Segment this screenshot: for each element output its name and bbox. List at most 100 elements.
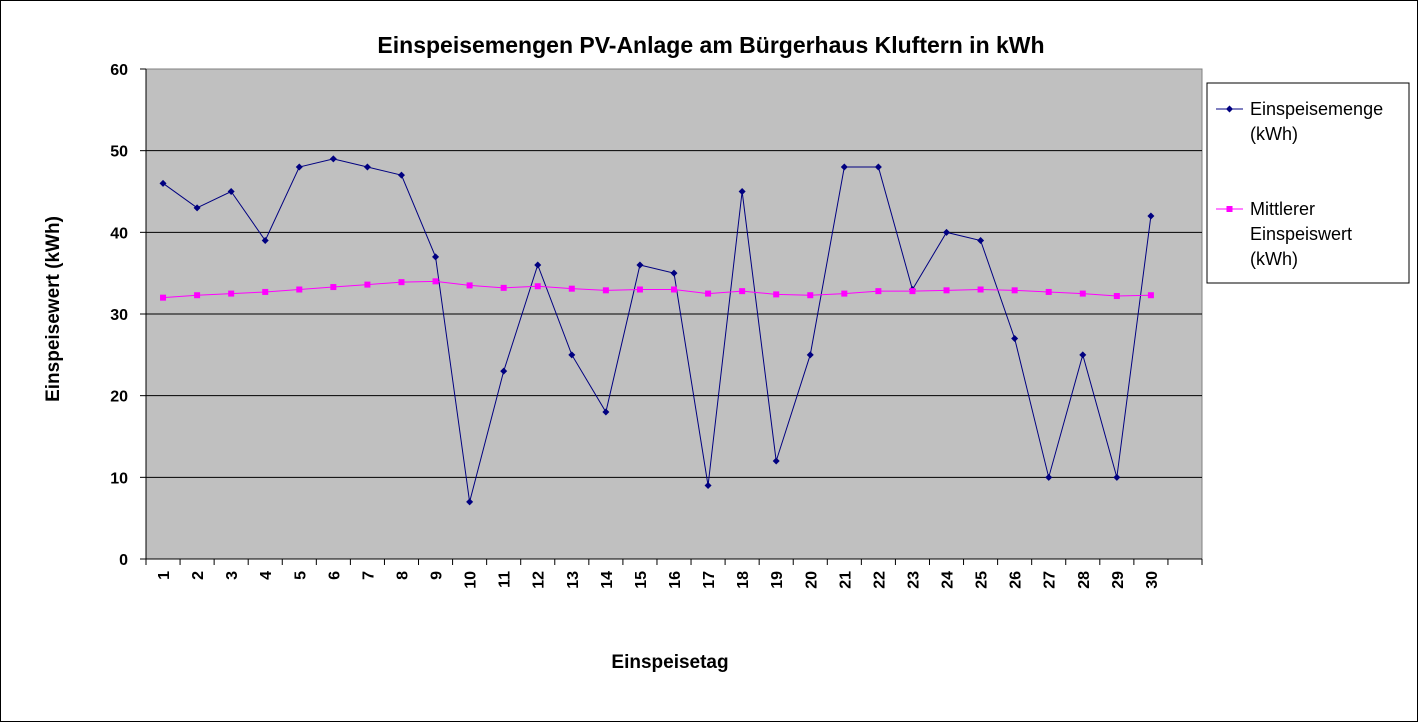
y-tick-labels: 0 10 20 30 40 50 60 xyxy=(110,62,128,569)
legend-entry: Einspeisemenge (kWh) xyxy=(1216,99,1383,144)
data-point xyxy=(874,163,882,171)
data-point xyxy=(840,163,848,171)
data-point xyxy=(500,367,508,375)
data-point xyxy=(466,282,473,289)
data-point xyxy=(1113,293,1120,300)
data-point xyxy=(193,204,201,212)
data-point xyxy=(568,351,576,359)
y-tick-label: 50 xyxy=(110,144,128,161)
x-tick-label: 27 xyxy=(1042,571,1059,589)
x-tick-label: 1 xyxy=(156,571,173,580)
data-point xyxy=(1113,473,1121,481)
x-tick-label: 20 xyxy=(803,571,820,589)
data-point xyxy=(602,408,610,416)
data-point xyxy=(534,261,542,269)
data-point xyxy=(397,171,405,179)
data-point xyxy=(1079,351,1087,359)
data-point xyxy=(194,292,201,299)
x-tick-label: 15 xyxy=(633,571,650,589)
legend: Einspeisemenge (kWh) Mittlerer Einspeiswert… xyxy=(1206,82,1410,284)
x-tick-label: 28 xyxy=(1076,571,1093,589)
data-point xyxy=(228,290,235,297)
x-tick-label: 3 xyxy=(224,571,241,580)
data-point xyxy=(466,498,474,506)
data-point xyxy=(1147,292,1154,299)
data-point xyxy=(738,188,746,195)
series-line xyxy=(162,158,1152,502)
x-tick-label: 18 xyxy=(735,571,752,589)
data-point xyxy=(534,283,541,290)
x-tick-label: 7 xyxy=(360,571,377,580)
data-point xyxy=(977,286,984,293)
data-point xyxy=(262,288,269,295)
x-tick-label: 11 xyxy=(497,571,514,588)
x-tick-label: 13 xyxy=(565,571,582,589)
data-point xyxy=(364,281,371,288)
x-tick-labels: 1 2 3 4 5 6 7 8 9 10 11 12 13 14 15 16 17 18 19 20 21 22 23 24 2… xyxy=(156,571,1161,589)
data-point xyxy=(636,261,644,269)
data-point xyxy=(1011,335,1019,342)
data-point xyxy=(841,290,848,297)
legend-swatch-marker xyxy=(1226,105,1233,113)
data-point xyxy=(432,278,439,285)
data-point xyxy=(432,253,440,261)
data-point xyxy=(227,188,235,195)
data-point xyxy=(705,290,712,297)
x-tick-label: 19 xyxy=(769,571,786,589)
data-point xyxy=(398,279,405,286)
x-tick-label: 4 xyxy=(258,571,275,580)
y-tick-label: 40 xyxy=(110,225,128,242)
x-tick-label: 6 xyxy=(326,571,343,580)
data-point xyxy=(772,457,780,465)
x-tick-label: 26 xyxy=(1008,571,1025,589)
legend-swatch-marker xyxy=(1226,206,1233,212)
data-point xyxy=(160,294,167,301)
y-axis-title: Einspeisewert (kWh) xyxy=(43,216,64,402)
x-tick-label: 22 xyxy=(871,571,888,589)
data-point xyxy=(806,351,814,359)
legend-box xyxy=(1206,82,1410,284)
x-tick-label: 16 xyxy=(667,571,684,589)
series-layer xyxy=(159,155,1155,506)
data-point xyxy=(1079,290,1086,297)
data-point xyxy=(636,286,643,293)
data-point xyxy=(1011,287,1018,294)
data-point xyxy=(261,237,269,244)
data-point xyxy=(296,286,303,293)
x-tick-label: 24 xyxy=(940,571,957,589)
data-point xyxy=(1045,473,1053,481)
legend-entry: Mittlerer Einspeiswert (kWh) xyxy=(1216,199,1352,269)
y-tick-label: 20 xyxy=(110,389,128,406)
data-point xyxy=(739,288,746,295)
series-2 xyxy=(160,278,1154,301)
data-point xyxy=(159,179,167,187)
data-point xyxy=(1045,288,1052,295)
data-point xyxy=(1147,212,1155,220)
x-tick-label: 30 xyxy=(1144,571,1161,589)
x-tick-label: 21 xyxy=(837,571,854,589)
x-tick-label: 12 xyxy=(531,571,548,589)
legend-label: (kWh) xyxy=(1250,124,1298,144)
data-point xyxy=(773,291,780,298)
data-point xyxy=(568,285,575,292)
x-tick-label: 9 xyxy=(429,571,446,580)
y-tick-label: 10 xyxy=(110,470,128,487)
y-tick-label: 60 xyxy=(110,62,128,79)
legend-label: Einspeisemenge xyxy=(1250,99,1383,119)
x-tick-label: 14 xyxy=(599,571,616,589)
x-tick-label: 10 xyxy=(463,571,480,589)
chart-title: Einspeisemengen PV-Anlage am Bürgerhaus … xyxy=(377,32,1044,58)
x-tick-label: 23 xyxy=(905,571,922,589)
data-point xyxy=(977,237,985,244)
y-tick-label: 0 xyxy=(119,552,128,569)
data-point xyxy=(500,284,507,291)
series-line xyxy=(162,280,1151,299)
legend-label: Einspeiswert xyxy=(1250,224,1352,244)
axes xyxy=(140,68,1203,565)
gridlines xyxy=(146,150,1202,478)
data-point xyxy=(943,287,950,294)
data-point xyxy=(807,292,814,299)
x-tick-label: 5 xyxy=(292,571,309,580)
